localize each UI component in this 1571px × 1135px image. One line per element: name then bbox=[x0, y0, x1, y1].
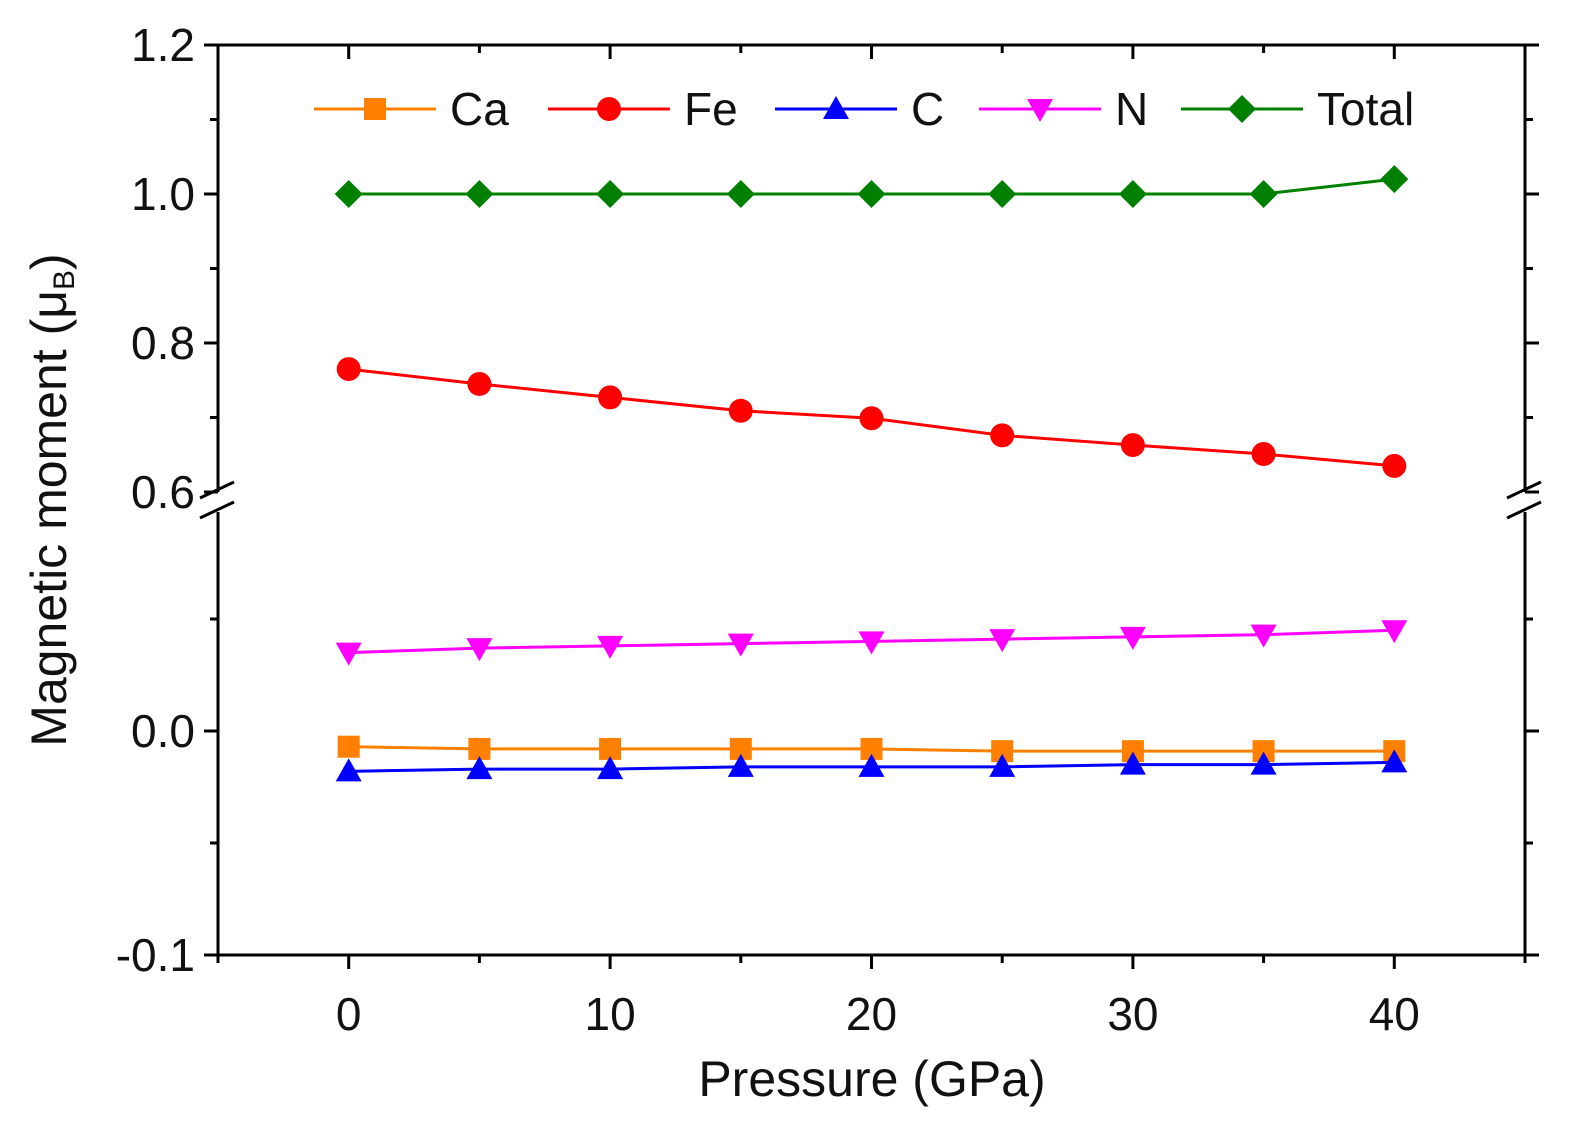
legend-marker-c bbox=[823, 96, 849, 119]
data-point-fe bbox=[859, 406, 884, 431]
y-axis-title: Magnetic moment (μB) bbox=[21, 253, 81, 746]
data-point-fe bbox=[728, 398, 753, 423]
data-point-fe bbox=[1382, 453, 1407, 478]
legend-marker-total bbox=[1228, 95, 1256, 123]
data-point-c bbox=[727, 753, 754, 777]
data-point-c bbox=[1119, 751, 1146, 775]
y-tick-label: 0.0 bbox=[131, 705, 195, 757]
data-point-total bbox=[988, 180, 1017, 208]
tick-labels: 0 10 20 30 40 0.6 0.8 1.0 1.2 -0.1 0.0 bbox=[116, 19, 1420, 1040]
legend-label-c: C bbox=[911, 83, 944, 135]
series-ca bbox=[337, 735, 1406, 763]
data-point-ca bbox=[1121, 740, 1144, 763]
x-tick-label: 0 bbox=[336, 988, 362, 1040]
x-tick-label: 20 bbox=[846, 988, 897, 1040]
data-point-ca bbox=[599, 737, 622, 760]
data-point-n bbox=[1250, 624, 1277, 648]
y-axis-title-close: ) bbox=[21, 253, 77, 270]
data-point-fe bbox=[1120, 433, 1145, 458]
legend-item-total: Total bbox=[1181, 83, 1414, 135]
data-point-n bbox=[727, 633, 754, 657]
data-point-fe bbox=[1251, 442, 1276, 467]
data-point-c bbox=[1381, 749, 1408, 773]
y-tick-label: 1.0 bbox=[131, 168, 195, 220]
data-point-total bbox=[857, 180, 886, 208]
data-point-fe bbox=[336, 357, 361, 382]
legend-item-n: N bbox=[979, 83, 1148, 135]
series-c bbox=[335, 749, 1408, 782]
y-axis-title-main: Magnetic moment ( bbox=[21, 318, 77, 746]
data-point-fe bbox=[467, 371, 492, 396]
axis-break-left-1 bbox=[199, 480, 235, 500]
data-point-ca bbox=[991, 740, 1014, 763]
data-point-total bbox=[1380, 165, 1409, 194]
y-tick-label: 0.8 bbox=[131, 317, 195, 369]
data-point-total bbox=[334, 180, 363, 208]
data-point-c bbox=[989, 753, 1016, 777]
data-point-total bbox=[1249, 180, 1278, 208]
y-tick-label: -0.1 bbox=[116, 929, 195, 981]
legend-marker-fe bbox=[597, 97, 621, 121]
axis-break-marks bbox=[199, 480, 1542, 520]
data-point-c bbox=[858, 753, 885, 777]
y-tick-label: 0.6 bbox=[131, 466, 195, 518]
data-point-n bbox=[466, 638, 493, 662]
axis-break-left-2 bbox=[199, 500, 235, 520]
data-point-fe bbox=[990, 423, 1015, 448]
legend-marker-n bbox=[1027, 99, 1053, 122]
legend-label-total: Total bbox=[1317, 83, 1414, 135]
data-point-ca bbox=[337, 735, 360, 758]
x-axis-title: Pressure (GPa) bbox=[698, 1051, 1045, 1107]
series-layer bbox=[334, 165, 1409, 782]
data-point-n bbox=[858, 631, 885, 655]
legend-label-n: N bbox=[1115, 83, 1148, 135]
data-point-total bbox=[726, 180, 755, 208]
y-axis-title-symbol: μ bbox=[21, 290, 77, 319]
axis-break-right-2 bbox=[1506, 500, 1542, 520]
data-point-c bbox=[597, 756, 624, 780]
legend: Ca Fe C N Total bbox=[314, 83, 1414, 135]
data-point-total bbox=[465, 180, 494, 208]
data-point-c bbox=[466, 756, 493, 780]
x-tick-label: 10 bbox=[585, 988, 636, 1040]
y-axis-title-subscript: B bbox=[48, 270, 81, 290]
data-point-ca bbox=[729, 737, 752, 760]
x-tick-label: 30 bbox=[1107, 988, 1158, 1040]
series-total bbox=[334, 165, 1409, 208]
data-point-n bbox=[597, 635, 624, 659]
axis-ticks bbox=[204, 43, 1539, 969]
y-tick-label: 1.2 bbox=[131, 19, 195, 71]
data-point-total bbox=[1118, 180, 1147, 208]
data-point-c bbox=[1250, 751, 1277, 775]
axis-break-right-1 bbox=[1506, 480, 1542, 500]
data-point-n bbox=[335, 642, 362, 666]
data-point-ca bbox=[860, 737, 883, 760]
data-point-ca bbox=[468, 737, 491, 760]
legend-item-ca: Ca bbox=[314, 83, 509, 135]
data-point-n bbox=[1119, 626, 1146, 650]
legend-label-ca: Ca bbox=[450, 83, 509, 135]
series-fe bbox=[336, 357, 1407, 478]
legend-item-fe: Fe bbox=[548, 83, 738, 135]
data-point-c bbox=[335, 758, 362, 782]
data-point-total bbox=[596, 180, 625, 208]
legend-item-c: C bbox=[775, 83, 944, 135]
data-point-fe bbox=[598, 385, 623, 410]
legend-marker-ca bbox=[364, 98, 386, 120]
data-point-n bbox=[989, 629, 1016, 653]
series-n bbox=[335, 620, 1408, 666]
x-tick-label: 40 bbox=[1369, 988, 1420, 1040]
data-point-n bbox=[1381, 620, 1408, 644]
legend-label-fe: Fe bbox=[684, 83, 738, 135]
data-point-ca bbox=[1252, 740, 1275, 763]
